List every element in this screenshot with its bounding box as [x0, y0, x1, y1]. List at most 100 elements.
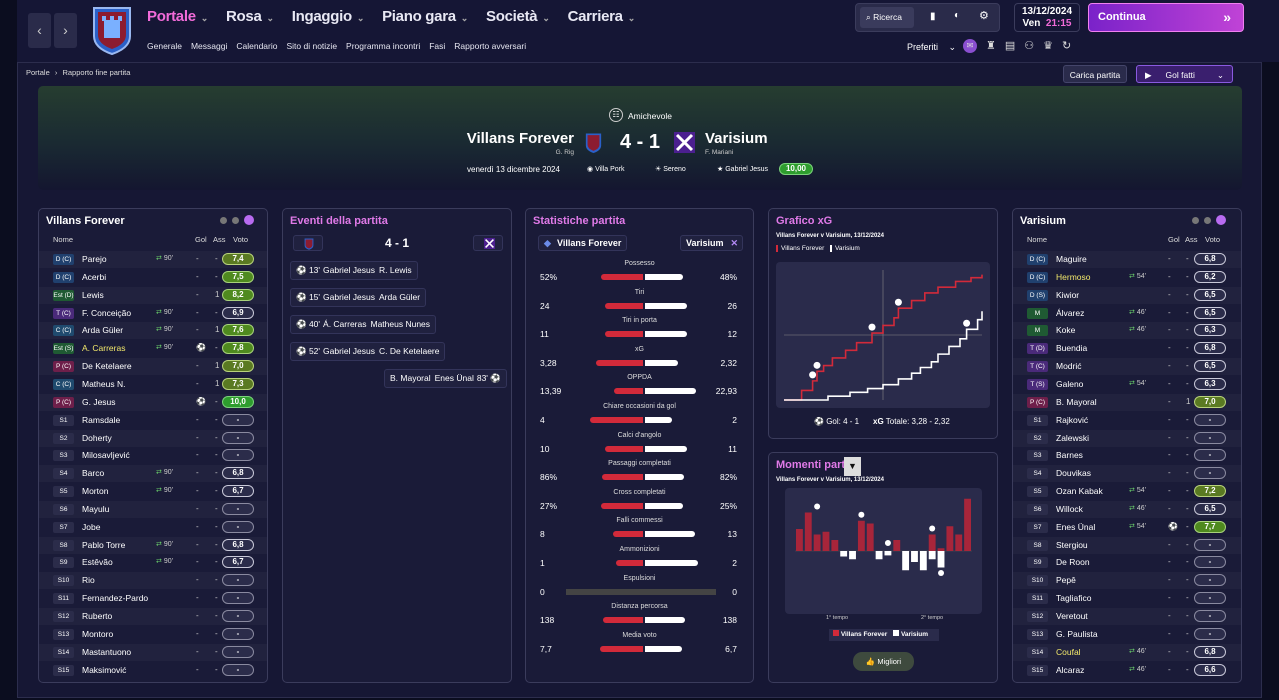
menu-item-4[interactable]: Società ⌄ [486, 8, 550, 25]
player-name[interactable]: Maksimović [82, 664, 127, 675]
date-box[interactable]: 13/12/2024 Ven 21:15 [1014, 3, 1080, 32]
submenu-item[interactable]: Programma incontri [346, 41, 421, 51]
panel-pager[interactable] [220, 215, 254, 225]
goal-event[interactable]: ⚽ 52' Gabriel Jesus C. De Ketelaere [290, 342, 446, 361]
player-name[interactable]: Parejo [82, 254, 107, 264]
player-name[interactable]: Jobe [82, 521, 101, 532]
col-name[interactable]: Nome [53, 235, 74, 244]
player-name[interactable]: Estêvão [82, 557, 113, 568]
submenu-item[interactable]: Calendario [236, 41, 278, 51]
player-row[interactable]: C (C) Matheus N. - 1 7,3 [39, 376, 267, 393]
player-row[interactable]: S14 Coufal ⇄ 46' - -6,8 [1013, 644, 1241, 661]
player-row[interactable]: P (C) G. Jesus ⚽ -10,0 [39, 394, 267, 411]
player-name[interactable]: Ramsdale [82, 414, 121, 425]
panel-pager[interactable] [1192, 215, 1226, 225]
menu-item-5[interactable]: Carriera ⌄ [568, 8, 636, 25]
player-name[interactable]: Pablo Torre [82, 539, 126, 550]
player-name[interactable]: Modrić [1056, 361, 1082, 372]
player-row[interactable]: T (C) F. Conceição ⇄ 90' - -6,9 [39, 305, 267, 322]
club-crest-icon[interactable] [92, 6, 132, 55]
shirt-icon[interactable]: ♜ [986, 40, 996, 52]
gear-icon[interactable]: ⚙ [979, 10, 989, 22]
continue-button[interactable]: Continua » [1088, 3, 1244, 32]
load-match-button[interactable]: Carica partita [1063, 65, 1127, 83]
menu-item-0[interactable]: Portale ⌄ [147, 8, 208, 25]
page-dot[interactable] [1192, 217, 1199, 224]
player-name[interactable]: Arda Güler [82, 325, 124, 336]
player-name[interactable]: Mastantuono [82, 646, 132, 657]
player-row[interactable]: S9 De Roon - - - [1013, 554, 1241, 571]
player-name[interactable]: Kiwior [1056, 289, 1080, 300]
player-row[interactable]: S2 Zalewski - - - [1013, 430, 1241, 447]
player-name[interactable]: De Ketelaere [82, 361, 132, 372]
page-dot[interactable] [232, 217, 239, 224]
home-team-name[interactable]: Villans Forever [466, 130, 574, 147]
player-row[interactable]: S9 Estêvão ⇄ 90' - -6,7 [39, 554, 267, 571]
player-row[interactable]: S7 Jobe - - - [39, 519, 267, 536]
player-row[interactable]: S11 Fernandez-Pardo - - - [39, 590, 267, 607]
player-name[interactable]: Lewis [82, 289, 104, 300]
player-name[interactable]: Barco [82, 468, 105, 479]
col-gol[interactable]: Gol [1168, 235, 1180, 244]
momentum-chart[interactable] [785, 488, 982, 614]
player-row[interactable]: S8 Pablo Torre ⇄ 90' - -6,8 [39, 537, 267, 554]
player-name[interactable]: Zalewski [1056, 432, 1090, 443]
player-name[interactable]: Álvarez [1056, 307, 1085, 318]
submenu-item[interactable]: Messaggi [190, 41, 228, 51]
player-row[interactable]: D (C) Maguire - -6,8 [1013, 251, 1241, 268]
goal-event[interactable]: ⚽ 15' Gabriel Jesus Arda Güler [290, 288, 427, 307]
player-name[interactable]: Stergiou [1056, 539, 1088, 550]
menu-item-3[interactable]: Piano gara ⌄ [382, 8, 468, 25]
player-name[interactable]: Pepê [1056, 575, 1076, 586]
player-name[interactable]: Alcaraz [1056, 664, 1085, 675]
goals-dropdown[interactable]: ▶ Gol fatti ⌄ [1136, 65, 1233, 83]
forward-button[interactable]: › [54, 13, 77, 48]
player-row[interactable]: S1 Rajković - - - [1013, 412, 1241, 429]
player-name[interactable]: Doherty [82, 432, 112, 443]
player-row[interactable]: S6 Mayulu - - - [39, 501, 267, 518]
player-row[interactable]: S10 Pepê - - - [1013, 572, 1241, 589]
player-row[interactable]: S3 Milosavljević - - - [39, 447, 267, 464]
player-row[interactable]: D (S) Kiwior - -6,5 [1013, 287, 1241, 304]
tactics-icon[interactable]: ⚇ [1024, 40, 1035, 52]
player-name[interactable]: Milosavljević [82, 450, 130, 461]
player-name[interactable]: G. Jesus [82, 396, 116, 407]
player-row[interactable]: S13 G. Paulista - - - [1013, 626, 1241, 643]
col-name[interactable]: Nome [1027, 235, 1048, 244]
trophy-icon[interactable]: ♛ [1043, 40, 1054, 52]
player-name[interactable]: Veretout [1056, 611, 1088, 621]
page-dot-active[interactable] [244, 215, 254, 225]
page-dot[interactable] [220, 217, 227, 224]
player-row[interactable]: Est (S) A. Carreras ⇄ 90' ⚽ -7,8 [39, 340, 267, 357]
player-row[interactable]: S5 Ozan Kabak ⇄ 54' - -7,2 [1013, 483, 1241, 500]
player-name[interactable]: Willock [1056, 503, 1083, 514]
player-row[interactable]: T (S) Galeno ⇄ 54' - -6,3 [1013, 376, 1241, 393]
menu-item-1[interactable]: Rosa ⌄ [226, 8, 274, 25]
player-name[interactable]: Matheus N. [82, 378, 126, 389]
motm-name[interactable]: Gabriel Jesus [725, 166, 769, 173]
player-row[interactable]: S3 Barnes - - - [1013, 447, 1241, 464]
player-name[interactable]: Morton [82, 486, 109, 497]
dropdown-arrow-icon[interactable]: ▼ [844, 457, 861, 476]
player-name[interactable]: Ozan Kabak [1056, 486, 1103, 497]
player-row[interactable]: S8 Stergiou - - - [1013, 537, 1241, 554]
player-name[interactable]: Hermoso [1056, 271, 1091, 282]
player-row[interactable]: S15 Maksimović - - - [39, 662, 267, 679]
col-vote[interactable]: Voto [233, 235, 249, 244]
player-name[interactable]: Koke [1056, 325, 1076, 336]
player-name[interactable]: Acerbi [82, 271, 107, 282]
player-row[interactable]: T (D) Buendia - -6,8 [1013, 340, 1241, 357]
best-players-button[interactable]: 👍 Migliori [853, 652, 914, 671]
submenu-item[interactable]: Fasi [429, 41, 446, 51]
back-button[interactable]: ‹ [28, 13, 51, 48]
player-row[interactable]: D (C) Parejo ⇄ 90' - -7,4 [39, 251, 267, 268]
player-row[interactable]: S11 Tagliafico - - - [1013, 590, 1241, 607]
xg-chart[interactable] [776, 262, 990, 408]
player-row[interactable]: S6 Willock ⇄ 46' - -6,5 [1013, 501, 1241, 518]
player-name[interactable]: Tagliafico [1056, 593, 1092, 604]
goal-event[interactable]: ⚽ 13' Gabriel Jesus R. Lewis [290, 261, 418, 280]
player-row[interactable]: D (C) Hermoso ⇄ 54' - -6,2 [1013, 269, 1241, 286]
page-dot[interactable] [1204, 217, 1211, 224]
player-row[interactable]: P (C) B. Mayoral - 1 7,0 [1013, 394, 1241, 411]
player-name[interactable]: Montoro [82, 628, 114, 639]
